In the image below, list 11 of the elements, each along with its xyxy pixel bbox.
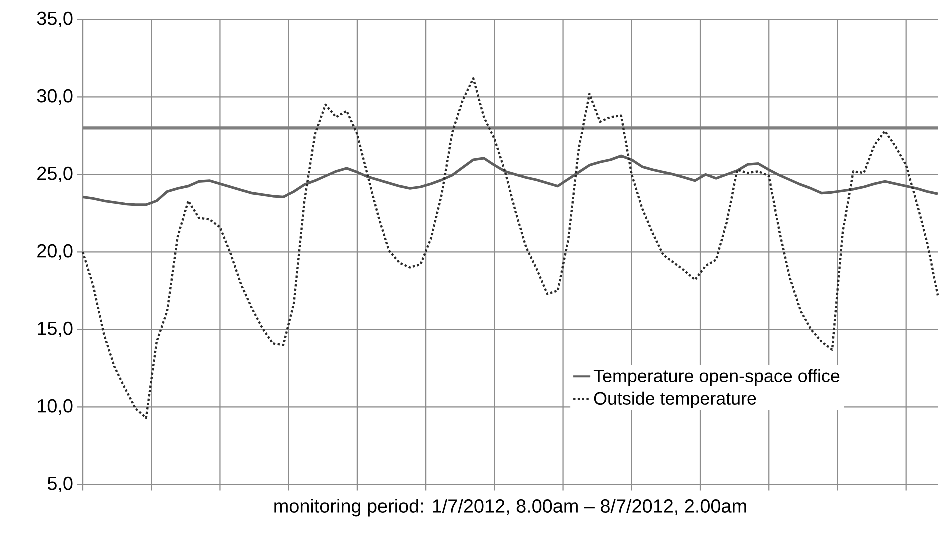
y-tick-label: 35,0 <box>37 12 73 28</box>
legend-label: Outside temperature <box>594 392 756 409</box>
y-tick-label: 25,0 <box>38 166 73 183</box>
y-tick-label: 30,0 <box>37 89 73 106</box>
y-tick-label: 20,0 <box>38 244 73 260</box>
x-axis-title: monitoring period: 1/7/2012, 8.00am – 8/7/2012, 2.00am <box>274 499 746 517</box>
y-tick-label: 10,0 <box>38 399 73 416</box>
y-tick-label: 5,0 <box>48 476 73 493</box>
legend-label: Temperature open-space office <box>594 369 840 386</box>
y-tick-label: 15,0 <box>38 322 73 338</box>
line-series <box>82 78 940 420</box>
